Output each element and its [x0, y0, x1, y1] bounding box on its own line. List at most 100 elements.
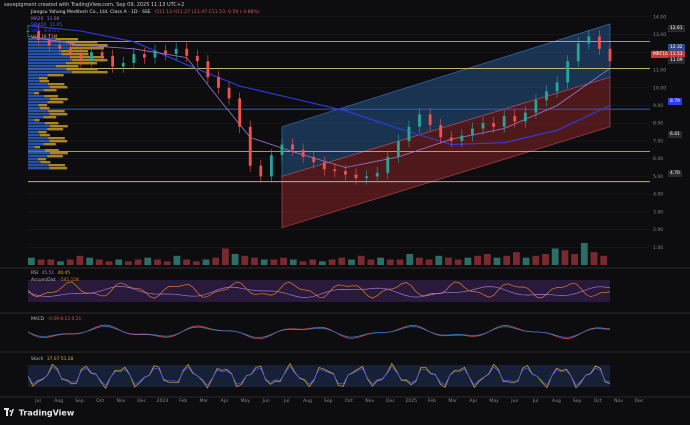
volume-bar: [542, 254, 549, 265]
volume-bar: [513, 252, 520, 265]
candle-body: [238, 98, 242, 127]
y-tick-label: 13.00: [653, 32, 666, 38]
volume-bar: [115, 259, 123, 265]
volume-bar: [416, 257, 423, 265]
candle-body: [439, 124, 443, 138]
y-tick-label: 5.00: [653, 174, 663, 180]
price-tag-11-09: 11.09: [668, 57, 685, 64]
candle-body: [354, 174, 358, 179]
volume-profile-bar: [43, 89, 57, 92]
x-tick-label: 2025: [405, 398, 417, 404]
candle-body: [566, 61, 570, 83]
volume-profile-bar: [69, 47, 104, 50]
tradingview-logo-icon: [4, 408, 14, 418]
volume-bar: [231, 254, 239, 265]
volume-profile-bar: [49, 125, 68, 128]
candle-body: [492, 123, 495, 127]
volume-bar: [222, 248, 229, 265]
volume-bar: [386, 259, 394, 265]
candle-body: [37, 31, 40, 40]
candle-body: [143, 54, 146, 58]
volume-bar: [406, 254, 414, 265]
volume-bar: [493, 257, 501, 265]
x-tick-label: Jun: [261, 398, 269, 404]
candle-body: [576, 43, 580, 62]
volume-bar: [260, 259, 268, 265]
volume-bar: [241, 255, 249, 265]
x-tick-label: Aug: [54, 398, 63, 404]
candle-body: [587, 36, 591, 44]
x-tick-label: Dec: [635, 398, 644, 404]
x-tick-label: Dec: [386, 398, 395, 404]
y-tick-label: 6.00: [653, 156, 663, 162]
channel-lower-zone: [281, 76, 611, 229]
x-tick-label: Sep: [75, 398, 84, 404]
candle-body: [269, 155, 273, 177]
volume-bar: [445, 257, 452, 265]
volume-profile-bar: [49, 98, 68, 101]
x-tick-label: Nov: [614, 398, 623, 404]
volume-profile-bar: [28, 56, 70, 59]
candle-body: [598, 36, 601, 49]
y-tick-label: 14.00: [653, 14, 666, 20]
volume-profile-bar: [48, 83, 65, 86]
y-tick-label: 7.00: [653, 138, 663, 144]
volume-profile-bar: [28, 119, 35, 122]
volume-profile-bar: [44, 95, 59, 98]
candle-body: [375, 172, 379, 177]
x-tick-label: Oct: [345, 398, 353, 404]
volume-bar: [571, 254, 578, 265]
volume-bar: [328, 259, 336, 265]
candle-body: [248, 126, 252, 166]
volume-profile-bar: [28, 50, 62, 53]
volume-label: Vol 18.71M: [31, 35, 58, 40]
y-tick-label: 3.00: [653, 209, 663, 215]
volume-profile-bar: [28, 98, 50, 101]
volume-profile-bar: [69, 56, 105, 59]
volume-profile-bar: [48, 164, 66, 167]
volume-profile-bar: [71, 59, 108, 62]
candle-body: [555, 82, 559, 92]
volume-profile-bar: [40, 161, 51, 164]
candle-body: [449, 137, 453, 141]
price-tag-12-61: 12.61: [668, 25, 685, 32]
volume-bar: [377, 257, 384, 265]
rsi-label: RSI 45.51 40.45: [31, 271, 71, 276]
volume-bar: [309, 259, 317, 265]
candle-body: [174, 48, 178, 55]
volume-profile-bar: [66, 41, 98, 44]
volume-profile-bar: [28, 161, 41, 164]
sma50-label: SMA50 11.05: [31, 23, 63, 28]
volume-profile-bar: [28, 95, 45, 98]
volume-bar: [76, 255, 84, 265]
accdist-line: [27, 286, 611, 298]
volume-profile-bar: [28, 104, 39, 107]
candle-body: [396, 140, 400, 157]
volume-bar: [580, 243, 588, 265]
x-tick-label: Nov: [365, 398, 374, 404]
candle-body: [111, 55, 115, 67]
candle-body: [195, 55, 199, 62]
candle-body: [502, 116, 506, 127]
volume-profile-bar: [28, 122, 45, 125]
x-tick-label: Jul: [283, 398, 290, 404]
candle-body: [471, 128, 474, 136]
volume-profile-bar: [47, 128, 64, 131]
candle-body: [100, 52, 104, 56]
rsi-band: [28, 280, 610, 302]
volume-bar: [367, 259, 375, 265]
volume-bar: [125, 261, 132, 265]
volume-bar: [561, 250, 569, 265]
candle-body: [185, 48, 189, 56]
volume-profile-bar: [28, 62, 66, 65]
volume-profile-bar: [28, 41, 67, 44]
volume-profile-bar: [39, 80, 49, 83]
sma-label: SMA 8.8751: [31, 29, 60, 34]
price-tag-sym-high: 12.32: [668, 44, 685, 51]
volume-profile-bar: [48, 137, 65, 140]
volume-profile-bar: [28, 155, 48, 158]
stoch-k-line: [27, 362, 611, 389]
volume-bar: [338, 257, 346, 265]
candle-body: [333, 169, 337, 172]
